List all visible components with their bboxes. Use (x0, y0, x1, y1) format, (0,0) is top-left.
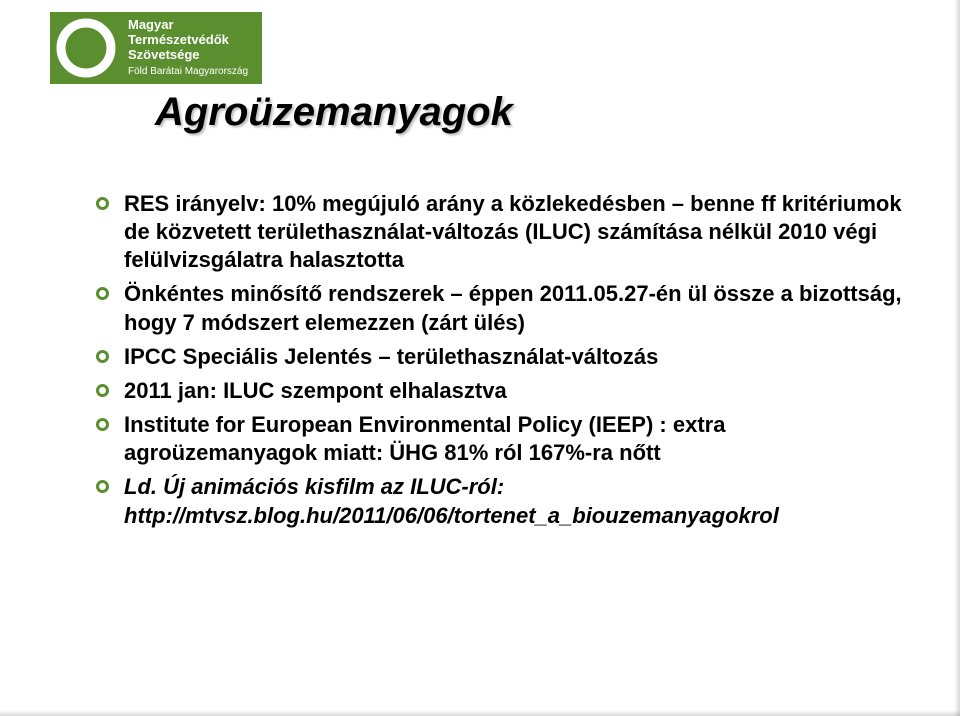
logo-line1: Magyar (128, 18, 248, 33)
bullet-text: Ld. Új animációs kisfilm az ILUC-ról: ht… (124, 474, 779, 527)
list-item: Ld. Új animációs kisfilm az ILUC-ról: ht… (96, 473, 910, 529)
bullet-text: RES irányelv: 10% megújuló arány a közle… (124, 191, 902, 272)
bullet-text: Institute for European Environmental Pol… (124, 412, 725, 465)
logo-text: Magyar Természetvédők Szövetsége Föld Ba… (122, 12, 262, 84)
bullet-list: RES irányelv: 10% megújuló arány a közle… (96, 190, 910, 536)
logo: Magyar Természetvédők Szövetsége Föld Ba… (50, 12, 262, 84)
list-item: IPCC Speciális Jelentés – területhasznál… (96, 343, 910, 371)
list-item: 2011 jan: ILUC szempont elhalasztva (96, 377, 910, 405)
bullet-text: Önkéntes minősítő rendszerek – éppen 201… (124, 281, 902, 334)
list-item: RES irányelv: 10% megújuló arány a közle… (96, 190, 910, 274)
right-edge-shadow (954, 0, 960, 716)
bullet-text: IPCC Speciális Jelentés – területhasznál… (124, 344, 658, 369)
logo-line2: Természetvédők (128, 33, 248, 48)
list-item: Önkéntes minősítő rendszerek – éppen 201… (96, 280, 910, 336)
slide: Magyar Természetvédők Szövetsége Föld Ba… (0, 0, 960, 716)
bullet-text: 2011 jan: ILUC szempont elhalasztva (124, 378, 507, 403)
page-title: Agroüzemanyagok (155, 90, 513, 135)
bottom-edge-shadow (0, 710, 960, 716)
logo-ring-icon (50, 12, 122, 84)
logo-sub: Föld Barátai Magyarország (128, 66, 248, 78)
logo-line3: Szövetsége (128, 48, 248, 63)
list-item: Institute for European Environmental Pol… (96, 411, 910, 467)
